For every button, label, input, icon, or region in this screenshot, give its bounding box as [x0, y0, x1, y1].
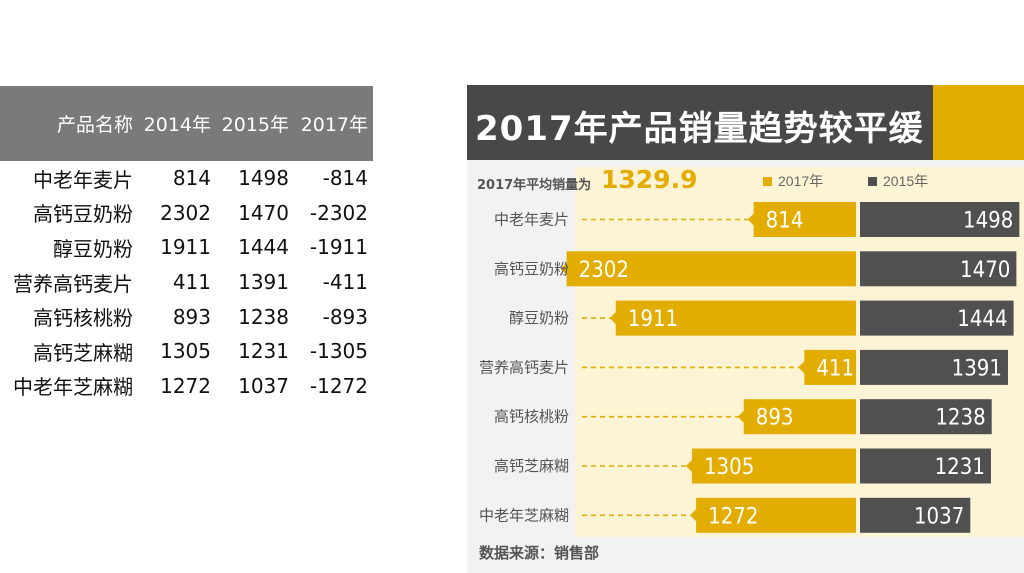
bar-2017 — [691, 448, 856, 484]
title-accent-block — [933, 85, 1024, 160]
category-label: 营养高钙麦片 — [479, 358, 569, 376]
table-cell: 1037 — [238, 373, 289, 398]
table-cell: -1272 — [309, 373, 368, 398]
product-sales-table: 产品名称 2014年 2015年 2017年 中老年麦片 814 1498 -8… — [0, 86, 373, 403]
bar-2017 — [566, 251, 856, 287]
table-cell: -1911 — [309, 235, 368, 260]
column-header: 2014年 — [138, 86, 216, 161]
table-cell: 1498 — [238, 166, 289, 191]
table-cell: -2302 — [309, 200, 368, 225]
data-label-2015: 1231 — [935, 455, 985, 480]
table-cell: 1911 — [160, 235, 211, 260]
data-label-2015: 1444 — [957, 307, 1007, 332]
table-row: 高钙核桃粉 893 1238 -893 — [0, 299, 373, 334]
table-row: 营养高钙麦片 411 1391 -411 — [0, 265, 373, 300]
category-label: 高钙核桃粉 — [494, 408, 569, 426]
data-label-2017: 411 — [816, 356, 854, 381]
category-label: 高钙芝麻糊 — [494, 457, 569, 475]
legend-item-2017: 2017年 — [763, 171, 823, 191]
category-label: 中老年麦片 — [494, 211, 569, 229]
table-cell: 411 — [172, 270, 211, 295]
data-label-2015: 1037 — [914, 504, 964, 529]
table-row: 中老年麦片 814 1498 -814 — [0, 161, 373, 196]
data-label-2017: 1911 — [628, 307, 678, 332]
table-cell: -893 — [322, 304, 368, 329]
table-cell: -411 — [322, 270, 368, 295]
table-row: 高钙芝麻糊 1305 1231 -1305 — [0, 334, 373, 369]
table-cell: 1305 — [160, 339, 211, 364]
data-label-2017: 893 — [756, 406, 794, 431]
table-cell: -814 — [322, 166, 368, 191]
data-label-2015: 1391 — [952, 356, 1002, 381]
legend-label-2017: 2017年 — [778, 173, 824, 189]
column-header: 产品名称 — [0, 86, 138, 161]
table-cell: 高钙豆奶粉 — [33, 202, 133, 227]
table-cell: 1470 — [238, 200, 289, 225]
data-label-2017: 814 — [766, 209, 804, 234]
bar-2017 — [615, 300, 856, 336]
table-cell: 中老年麦片 — [33, 167, 133, 192]
category-label: 中老年芝麻糊 — [479, 506, 569, 524]
data-label-2017: 1272 — [708, 504, 758, 529]
average-value: 1329.9 — [601, 165, 698, 194]
bar-2015 — [860, 251, 1017, 287]
table-cell: -1305 — [309, 339, 368, 364]
table-cell: 1238 — [238, 304, 289, 329]
bar-2015 — [860, 497, 971, 533]
bar-2015 — [860, 300, 1014, 336]
table-row: 中老年芝麻糊 1272 1037 -1272 — [0, 369, 373, 404]
bar-chart: 中老年麦片 814 1498 高钙豆奶粉 2302 1470 醇豆奶粉 1911 1444 营养高… — [479, 202, 1020, 533]
table-cell: 1444 — [238, 235, 289, 260]
table-row: 醇豆奶粉 1911 1444 -1911 — [0, 230, 373, 265]
bar-2015 — [860, 202, 1020, 237]
table-cell: 高钙芝麻糊 — [33, 340, 133, 365]
table-cell: 醇豆奶粉 — [53, 236, 133, 261]
data-label-2017: 1305 — [704, 455, 754, 480]
bar-2015 — [860, 448, 991, 484]
table-cell: 814 — [172, 166, 211, 191]
title-bar: 2017年产品销量趋势较平缓 — [467, 85, 933, 160]
bar-2017 — [696, 497, 856, 533]
bar-2017 — [753, 202, 856, 237]
table-row: 高钙豆奶粉 2302 1470 -2302 — [0, 196, 373, 231]
column-header: 2017年 — [294, 86, 373, 161]
average-label: 2017年平均销量为 — [477, 178, 592, 193]
chart-title: 2017年产品销量趋势较平缓 — [475, 109, 924, 149]
data-label-2015: 1498 — [963, 209, 1013, 234]
bar-2017 — [804, 349, 856, 385]
legend-item-2015: 2015年 — [868, 171, 928, 191]
bar-2015 — [860, 399, 992, 435]
data-label-2015: 1470 — [960, 258, 1010, 283]
source-note: 数据来源：销售部 — [479, 544, 600, 562]
table-cell: 1391 — [238, 270, 289, 295]
table-cell: 中老年芝麻糊 — [13, 375, 133, 400]
legend-label-2015: 2015年 — [883, 173, 929, 189]
table-cell: 1272 — [160, 373, 211, 398]
table-header-row: 产品名称 2014年 2015年 2017年 — [0, 86, 373, 161]
data-label-2017: 2302 — [579, 258, 629, 283]
bar-2015 — [860, 349, 1008, 385]
legend-swatch-2017 — [763, 176, 772, 186]
table-cell: 2302 — [160, 200, 211, 225]
table-cell: 1231 — [238, 339, 289, 364]
column-header: 2015年 — [216, 86, 294, 161]
sales-infographic-panel: 2017年产品销量趋势较平缓 中老年麦片 814 1498 高钙豆奶粉 2302 1470… — [467, 85, 1024, 573]
bar-2017 — [743, 399, 856, 435]
category-label: 醇豆奶粉 — [509, 309, 569, 327]
table-cell: 高钙核桃粉 — [33, 306, 133, 331]
category-label: 高钙豆奶粉 — [494, 260, 569, 278]
table-cell: 营养高钙麦片 — [13, 271, 133, 296]
table-cell: 893 — [172, 304, 211, 329]
data-label-2015: 1238 — [935, 406, 985, 431]
legend-swatch-2015 — [868, 176, 877, 186]
